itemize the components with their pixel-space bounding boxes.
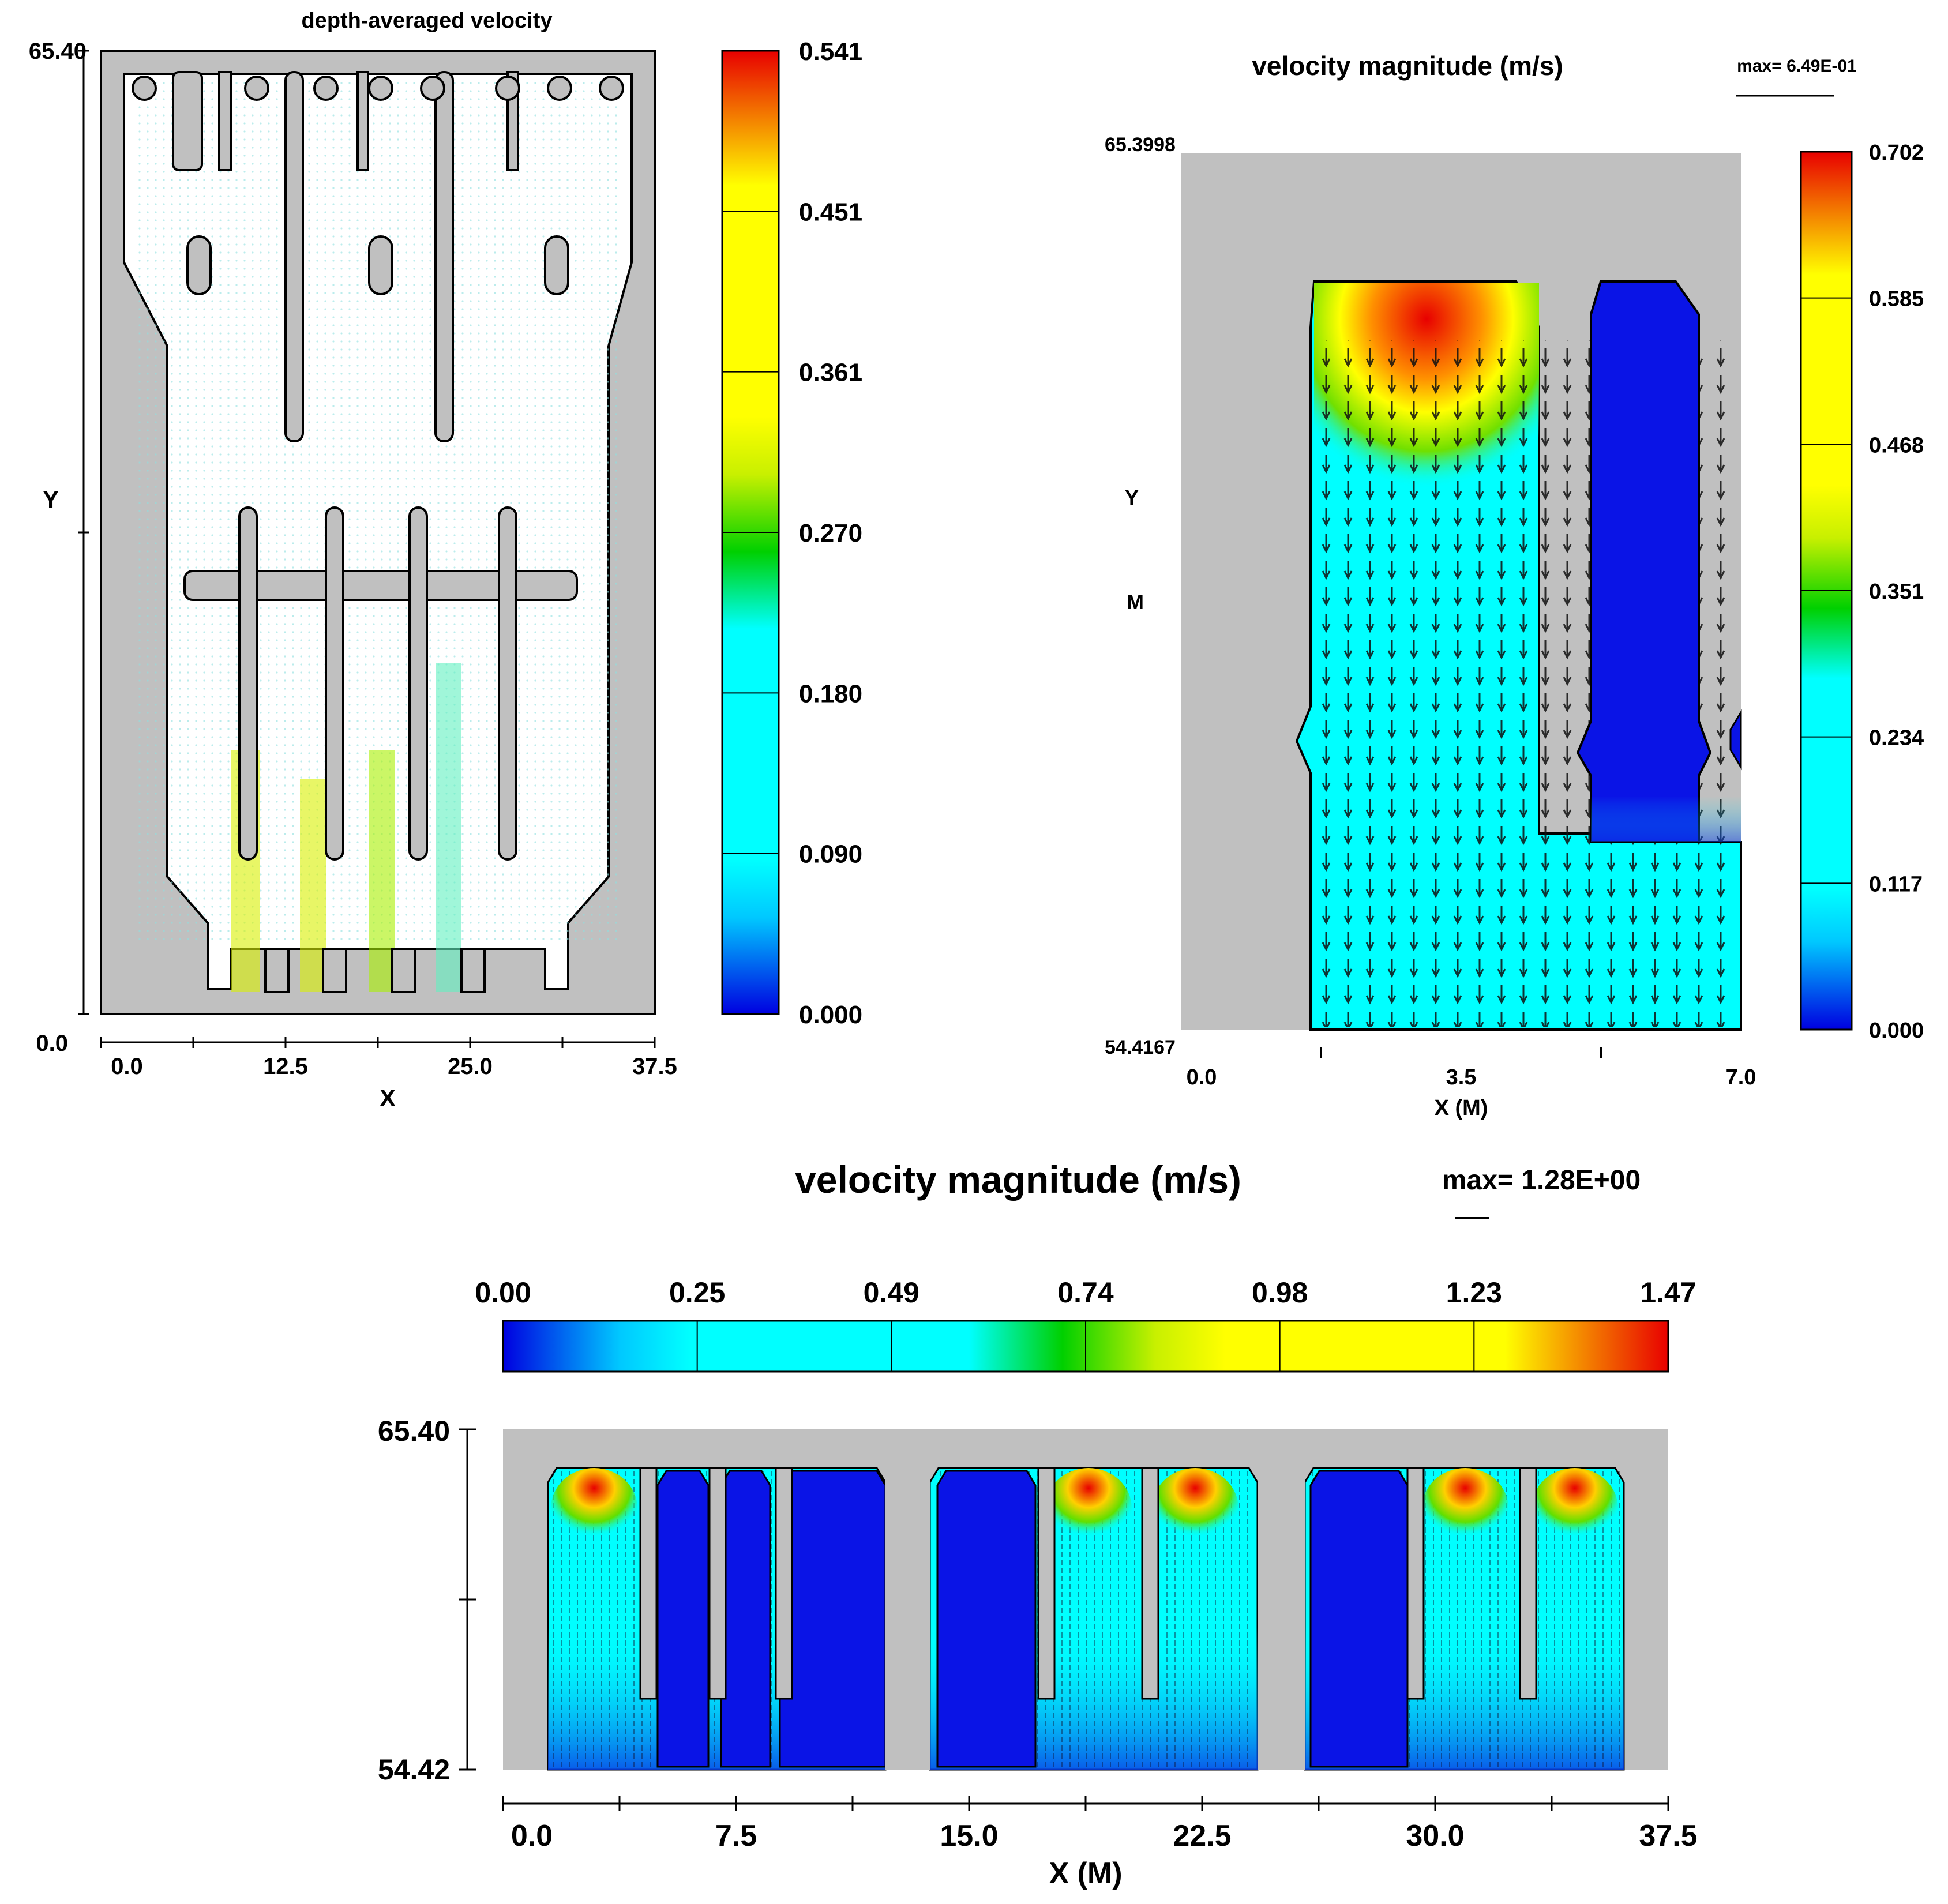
p3-gap <box>1258 1462 1305 1770</box>
p1-y-label: Y <box>43 486 59 513</box>
p2-y-tick-label: 54.4167 <box>1105 1037 1176 1058</box>
p2-edge-bump <box>1729 709 1742 771</box>
p1-x-label: X <box>380 1084 396 1111</box>
p1-x-axis: 0.0 12.5 25.0 37.5 X <box>100 1037 677 1111</box>
p2-y-label: M <box>1127 590 1144 614</box>
p3-colorbar-label: 1.47 <box>1640 1276 1696 1309</box>
p2-colorbar-label: 0.234 <box>1869 726 1924 750</box>
p1-jet <box>369 750 395 992</box>
p3-x-tick-label: 30.0 <box>1406 1819 1464 1853</box>
p1-colorbar-label: 0.541 <box>799 37 862 66</box>
p2-x-tick-label: 0.0 <box>1187 1065 1217 1090</box>
p3-x-tick-label: 0.0 <box>511 1819 553 1853</box>
p2-colorbar-label: 0.000 <box>1869 1019 1924 1043</box>
p1-jet <box>436 663 461 992</box>
p1-x-tick-label: 37.5 <box>632 1054 677 1079</box>
p3-divider <box>1519 1467 1537 1700</box>
p1-x-tick-label: 0.0 <box>111 1054 143 1079</box>
p3-title: velocity magnitude (m/s) <box>795 1158 1241 1201</box>
p2-y-label: Y <box>1125 486 1139 509</box>
p1-y-tick-label: 65.40 <box>29 39 87 64</box>
p2-blue-fade <box>1591 796 1741 842</box>
p1-colorbar-label: 0.451 <box>799 198 862 226</box>
p3-x-tick-label: 15.0 <box>940 1819 998 1853</box>
p3-gap <box>885 1462 930 1770</box>
p3-blue-block <box>936 1470 1037 1768</box>
p3-hot-spot <box>1422 1468 1508 1549</box>
p2-colorbar: 0.702 0.585 0.468 0.351 0.234 0.117 0.000 <box>1800 141 1924 1043</box>
p2-colorbar-label: 0.468 <box>1869 433 1924 457</box>
p3-colorbar-label: 0.74 <box>1057 1276 1114 1309</box>
p1-x-tick-label: 25.0 <box>448 1054 493 1079</box>
p2-colorbar-label: 0.702 <box>1869 141 1924 165</box>
p1-x-tick-label: 12.5 <box>263 1054 308 1079</box>
p3-x-axis: 0.0 7.5 15.0 22.5 30.0 37.5 X (M) <box>502 1796 1698 1890</box>
p3-x-tick-label: 37.5 <box>1639 1819 1697 1853</box>
p3-divider <box>1037 1467 1056 1700</box>
p1-y-tick-label: 0.0 <box>36 1031 68 1056</box>
p3-hot-spot <box>1152 1468 1238 1549</box>
p1-colorbar-label: 0.000 <box>799 1001 862 1029</box>
p1-colorbar-label: 0.361 <box>799 359 862 387</box>
p3-blue-block <box>656 1470 710 1768</box>
p1-title: depth-averaged velocity <box>301 9 552 33</box>
p1-colorbar: 0.541 0.451 0.361 0.270 0.180 0.090 0.000 <box>721 37 862 1029</box>
p3-divider <box>1406 1467 1425 1700</box>
p3-hot-spot <box>1045 1468 1132 1549</box>
panel-velocity-zoom: velocity magnitude (m/s) max= 6.49E-01 6… <box>1105 51 1924 1120</box>
p1-y-axis: 65.40 0.0 Y <box>29 39 89 1056</box>
p3-hot-spot <box>1532 1468 1618 1549</box>
p1-colorbar-label: 0.270 <box>799 519 862 547</box>
p2-y-tick-label: 65.3998 <box>1105 134 1176 156</box>
p3-divider <box>1141 1467 1159 1700</box>
p3-y-tick-label: 65.40 <box>378 1415 450 1447</box>
p3-plot <box>503 1429 1668 1771</box>
p3-y-tick-label: 54.42 <box>378 1753 450 1786</box>
p2-max-label: max= 6.49E-01 <box>1737 57 1857 76</box>
p3-divider <box>639 1467 658 1700</box>
p2-x-label: X (M) <box>1435 1096 1488 1120</box>
p3-divider <box>775 1467 793 1700</box>
p3-hot-spot <box>551 1468 637 1549</box>
p2-blue-block <box>1576 280 1712 843</box>
p1-colorbar-label: 0.180 <box>799 679 862 708</box>
p2-x-tick-label: 3.5 <box>1446 1065 1477 1090</box>
p3-x-tick-label: 22.5 <box>1173 1819 1231 1853</box>
p1-plot <box>100 50 656 1015</box>
p3-colorbar-label: 0.98 <box>1252 1276 1308 1309</box>
p3-x-tick-label: 7.5 <box>715 1819 757 1853</box>
panel-depth-averaged: depth-averaged velocity <box>29 9 862 1111</box>
p3-blue-block <box>720 1470 771 1768</box>
p2-x-tick-label: 7.0 <box>1726 1065 1756 1090</box>
p3-x-label: X (M) <box>1049 1857 1122 1890</box>
p1-jet <box>300 779 326 992</box>
p2-colorbar-label: 0.117 <box>1869 872 1923 896</box>
p2-colorbar-label: 0.351 <box>1869 580 1924 604</box>
p2-plot <box>1181 153 1742 1031</box>
p3-blue-block <box>1309 1470 1409 1768</box>
p3-max-label: max= 1.28E+00 <box>1442 1165 1641 1196</box>
p3-colorbar-label: 0.49 <box>864 1276 919 1309</box>
p2-colorbar-label: 0.585 <box>1869 287 1924 311</box>
p3-colorbar: 0.00 0.25 0.49 0.74 0.98 1.23 1.47 <box>475 1276 1696 1373</box>
p3-colorbar-label: 0.25 <box>669 1276 725 1309</box>
p3-colorbar-label: 1.23 <box>1446 1276 1502 1309</box>
p3-blue-block <box>779 1470 887 1768</box>
panel-velocity-full: velocity magnitude (m/s) max= 1.28E+00 0… <box>378 1158 1698 1890</box>
p1-colorbar-label: 0.090 <box>799 840 862 869</box>
p1-piers <box>132 71 624 993</box>
p2-x-axis: 0.0 3.5 7.0 X (M) <box>1187 1047 1756 1120</box>
p2-title: velocity magnitude (m/s) <box>1252 51 1563 81</box>
p3-y-axis: 65.40 54.42 <box>378 1415 476 1786</box>
p3-colorbar-label: 0.00 <box>475 1276 531 1309</box>
p3-divider <box>708 1467 727 1700</box>
